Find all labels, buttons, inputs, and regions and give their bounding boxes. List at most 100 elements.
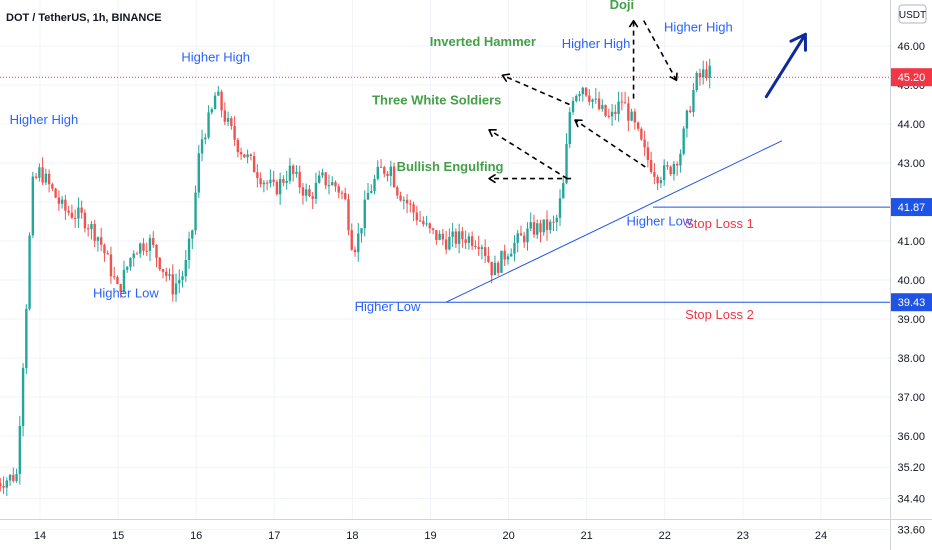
time-axis[interactable]: 14 15 16 17 18 19 20 21 22 23 24 xyxy=(34,530,827,542)
candle-body xyxy=(171,274,174,295)
candle-body xyxy=(194,192,197,231)
candle-body xyxy=(0,482,2,486)
candle-body xyxy=(2,485,5,488)
candle-body xyxy=(337,186,340,193)
candle-body xyxy=(630,111,633,121)
candle-body xyxy=(103,244,106,254)
candle-body xyxy=(366,192,370,200)
level-price-box xyxy=(891,198,932,217)
candle-body xyxy=(360,228,363,234)
candle-body xyxy=(83,212,87,229)
candle-body xyxy=(119,283,122,292)
candle-body xyxy=(109,254,113,277)
candle-body xyxy=(181,276,184,280)
candle-body xyxy=(168,274,171,276)
candle-body xyxy=(161,269,165,272)
candle-body xyxy=(675,163,679,166)
candle-body xyxy=(701,69,705,78)
candle-body xyxy=(357,233,360,253)
candle-body xyxy=(636,122,640,129)
candle-body xyxy=(207,112,210,138)
candle-body xyxy=(425,223,428,225)
candle-body xyxy=(604,105,607,116)
candle-body xyxy=(340,192,344,194)
candle-body xyxy=(318,175,321,183)
candle-body xyxy=(516,233,519,243)
annotation-label: Inverted Hammer xyxy=(430,34,536,49)
candle-body xyxy=(135,253,139,255)
candle-body xyxy=(705,69,708,78)
candle-body xyxy=(70,212,74,218)
candle-body xyxy=(148,238,152,251)
candle-body xyxy=(278,179,282,195)
candle-body xyxy=(558,198,562,218)
drawings xyxy=(445,19,807,303)
candle-body xyxy=(191,230,194,239)
candle-body xyxy=(197,153,201,193)
candle-body xyxy=(174,283,178,295)
candle-body xyxy=(236,139,240,153)
time-tick-label: 17 xyxy=(268,530,280,542)
candle-body xyxy=(428,223,432,229)
candle-body xyxy=(493,262,497,276)
candle-body xyxy=(129,257,132,267)
candle-body xyxy=(142,243,145,251)
annotation-label: Higher Low xyxy=(355,299,421,314)
candle-body xyxy=(145,250,148,252)
dashed-arrow-line xyxy=(488,129,568,180)
candle-body xyxy=(275,181,279,195)
candle-body xyxy=(334,182,337,187)
candle-body xyxy=(269,179,272,184)
candle-body xyxy=(607,115,611,117)
candle-body xyxy=(659,180,663,184)
annotation-label: Higher High xyxy=(10,112,79,127)
time-tick-label: 19 xyxy=(424,530,436,542)
candle-body xyxy=(510,253,513,257)
price-axis-labels: 45.20 41.87 39.43 xyxy=(891,68,932,312)
candle-body xyxy=(51,184,54,189)
price-tick-label: 37.00 xyxy=(897,392,925,404)
price-tick-label: 36.00 xyxy=(897,431,925,443)
candle-body xyxy=(614,111,617,114)
candle-body xyxy=(474,245,477,247)
time-tick-label: 22 xyxy=(659,530,671,542)
candle-body xyxy=(288,165,292,181)
candles xyxy=(0,58,711,497)
candle-body xyxy=(565,143,568,184)
candle-body xyxy=(503,250,506,260)
candle-body xyxy=(529,222,532,229)
candle-body xyxy=(588,95,591,102)
time-tick-label: 20 xyxy=(502,530,514,542)
candle-body xyxy=(444,239,448,250)
candle-body xyxy=(324,172,327,186)
candle-body xyxy=(669,166,672,175)
candle-body xyxy=(38,167,41,178)
candle-body xyxy=(311,196,314,199)
candle-body xyxy=(99,237,103,245)
annotation-label: Three White Soldiers xyxy=(372,93,501,108)
candle-body xyxy=(246,154,249,158)
level-price-label: 41.87 xyxy=(898,202,926,214)
candle-body xyxy=(15,473,18,481)
candle-body xyxy=(5,480,9,488)
dashed-arrow-line xyxy=(502,74,570,106)
candle-body xyxy=(679,153,682,166)
candle-body xyxy=(412,204,415,213)
candle-body xyxy=(152,238,155,245)
currency-button[interactable] xyxy=(898,4,927,24)
candle-body xyxy=(620,101,624,103)
candle-body xyxy=(262,182,266,185)
candle-body xyxy=(73,217,77,219)
chart-grid xyxy=(0,0,890,531)
support-trendline xyxy=(445,140,783,303)
candle-body xyxy=(64,199,67,211)
time-tick-label: 14 xyxy=(34,530,46,542)
candle-body xyxy=(594,98,598,100)
candle-body xyxy=(204,137,207,140)
candle-body xyxy=(399,195,402,201)
candle-body xyxy=(640,128,643,140)
candle-body xyxy=(698,73,702,78)
candle-body xyxy=(575,96,578,101)
candle-body xyxy=(363,199,366,229)
